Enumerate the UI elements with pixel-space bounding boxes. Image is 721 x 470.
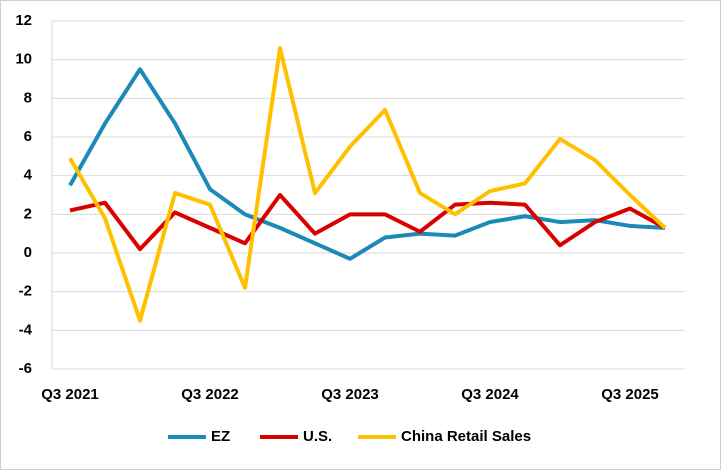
x-tick-label: Q3 2025 <box>601 386 659 403</box>
y-tick-label: 10 <box>15 51 32 68</box>
series-line <box>68 67 666 261</box>
legend-label: China Retail Sales <box>401 428 531 445</box>
y-tick-label: 0 <box>24 244 32 261</box>
legend-label: EZ <box>211 428 230 445</box>
legend-label: U.S. <box>303 428 332 445</box>
x-tick-label: Q3 2023 <box>321 386 379 403</box>
series-line <box>68 46 667 323</box>
x-tick-label: Q3 2024 <box>461 386 519 403</box>
y-tick-label: 12 <box>15 12 32 29</box>
y-tick-label: 4 <box>24 167 33 184</box>
x-tick-label: Q3 2022 <box>181 386 239 403</box>
y-tick-label: 6 <box>24 128 32 145</box>
y-tick-label: 8 <box>24 89 32 106</box>
y-tick-label: -4 <box>19 321 33 338</box>
y-tick-label: -6 <box>19 360 32 377</box>
y-tick-label: 2 <box>24 205 32 222</box>
x-tick-label: Q3 2021 <box>41 386 99 403</box>
y-tick-label: -2 <box>19 283 32 300</box>
